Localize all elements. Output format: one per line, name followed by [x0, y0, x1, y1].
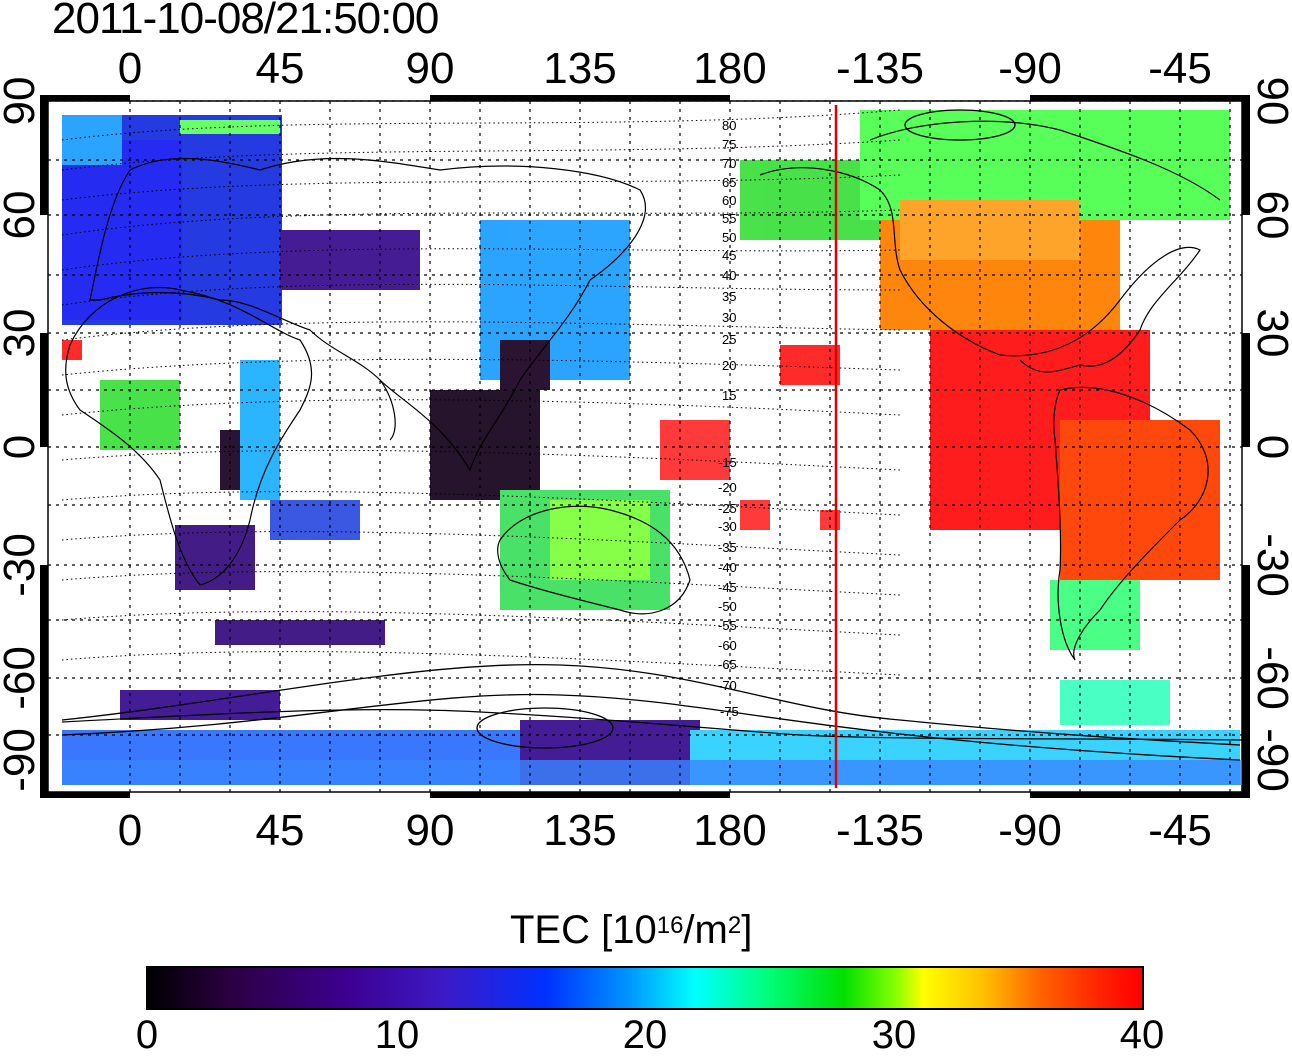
- right-lat-label: 60: [1248, 191, 1292, 240]
- mlat-label: 50: [722, 230, 736, 245]
- bottom-lon-label: 180: [693, 806, 766, 855]
- magnetic-latitude-labels: 80 75 70 65 60 55 50 45 40 35 30 25 20 1…: [718, 118, 739, 719]
- top-longitude-labels: 0 45 90 135 180 -135 -90 -45: [118, 44, 1212, 93]
- top-lon-label: 90: [406, 44, 455, 93]
- mlat-label: 25: [722, 332, 736, 347]
- colorbar-tick-label: 0: [135, 1013, 159, 1057]
- right-lat-label: -30: [1248, 533, 1292, 597]
- left-latitude-labels: 90 60 30 0 -30 -60 -90: [0, 77, 44, 792]
- colorbar-tick-label: 10: [374, 1013, 420, 1057]
- right-lat-label: 30: [1248, 309, 1292, 358]
- top-lon-label: 0: [118, 44, 142, 93]
- axis-bars: [40, 95, 1250, 798]
- left-lat-label: 0: [0, 435, 44, 459]
- mlat-label: -55: [718, 618, 737, 633]
- left-lat-label: 60: [0, 191, 44, 240]
- colorbar-title-unit-exponent: 2: [727, 912, 742, 939]
- mlat-label: 60: [722, 193, 736, 208]
- mlat-label: -15: [718, 455, 737, 470]
- mlat-label: -45: [718, 580, 737, 595]
- tec-colorbar: [146, 966, 1144, 1010]
- map-timestamp-title: 2011-10-08/21:50:00: [52, 0, 439, 43]
- bottom-lon-label: 90: [406, 806, 455, 855]
- mlat-label: 40: [722, 268, 736, 283]
- left-lat-label: -60: [0, 646, 44, 710]
- top-lon-label: -45: [1148, 44, 1212, 93]
- bottom-lon-label: -45: [1148, 806, 1212, 855]
- mlat-label: -20: [718, 480, 737, 495]
- mlat-label: 75: [722, 137, 736, 152]
- mlat-label: -50: [718, 599, 737, 614]
- mlat-label: 55: [722, 211, 736, 226]
- mlat-label: -40: [718, 560, 737, 575]
- mlat-label: 15: [722, 388, 736, 403]
- tec-world-map: 0 45 90 135 180 -135 -90 -45 0 45 90 135…: [0, 44, 1292, 855]
- colorbar-tick-label: 40: [1119, 1013, 1165, 1057]
- bottom-lon-label: -135: [836, 806, 924, 855]
- mlat-label: 70: [722, 156, 736, 171]
- top-lon-label: 180: [693, 44, 766, 93]
- right-latitude-labels: 90 60 30 0 -30 -60 -90: [1248, 77, 1292, 792]
- colorbar-title-prefix: TEC [10: [510, 908, 657, 952]
- colorbar-title-unit: /m: [683, 908, 728, 952]
- right-lat-label: 90: [1248, 77, 1292, 126]
- bottom-longitude-labels: 0 45 90 135 180 -135 -90 -45: [118, 806, 1212, 855]
- top-lon-label: -135: [836, 44, 924, 93]
- left-lat-label: 30: [0, 309, 44, 358]
- colorbar-title-exponent: 16: [656, 912, 684, 939]
- left-lat-label: -90: [0, 728, 44, 792]
- bottom-lon-label: -90: [998, 806, 1062, 855]
- right-lat-label: -90: [1248, 728, 1292, 792]
- top-lon-label: 135: [543, 44, 616, 93]
- colorbar-title-suffix: ]: [741, 908, 753, 952]
- colorbar-title: TEC [1016/m2]: [510, 905, 752, 955]
- colorbar-tick-label: 20: [622, 1013, 668, 1057]
- mlat-label: -60: [718, 638, 737, 653]
- mlat-label: 45: [722, 248, 736, 263]
- mlat-label: 35: [722, 289, 736, 304]
- mlat-label: 80: [722, 118, 736, 133]
- left-lat-label: -30: [0, 533, 44, 597]
- bottom-lon-label: 45: [256, 806, 305, 855]
- mlat-label: -70: [718, 678, 737, 693]
- right-lat-label: -60: [1248, 646, 1292, 710]
- left-lat-label: 90: [0, 77, 44, 126]
- mlat-label: -75: [720, 704, 739, 719]
- coastlines: [61, 120, 1243, 741]
- top-lon-label: 45: [256, 44, 305, 93]
- mlat-label: 30: [722, 310, 736, 325]
- bottom-lon-label: 135: [543, 806, 616, 855]
- colorbar-tick-label: 30: [871, 1013, 917, 1057]
- right-lat-label: 0: [1248, 435, 1292, 459]
- mlat-label: -30: [718, 519, 737, 534]
- mlat-label: -65: [718, 657, 737, 672]
- top-lon-label: -90: [998, 44, 1062, 93]
- mlat-label: -25: [718, 501, 737, 516]
- bottom-lon-label: 0: [118, 806, 142, 855]
- mlat-label: 20: [722, 358, 736, 373]
- mlat-label: -35: [718, 540, 737, 555]
- mlat-label: 65: [722, 175, 736, 190]
